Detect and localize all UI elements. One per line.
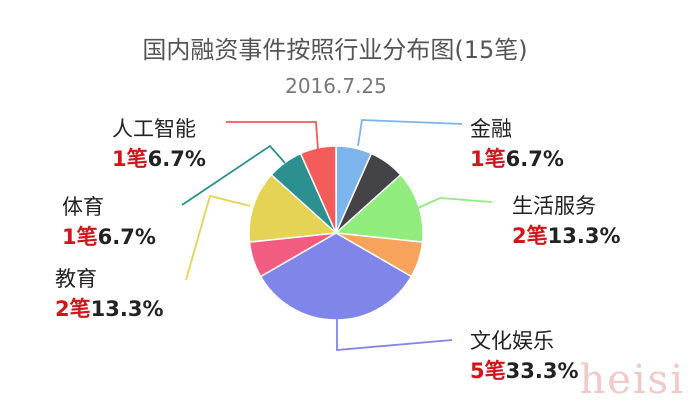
pie-slice <box>334 173 424 243</box>
chart-subtitle: 2016.7.25 <box>285 74 387 98</box>
chart-title: 国内融资事件按照行业分布图(15笔) <box>142 36 527 64</box>
slice-count: 2笔 <box>55 297 91 321</box>
label-connectors <box>181 119 493 351</box>
slice-label-value: 1笔6.7% <box>112 147 206 171</box>
slice-label-name: 金融 <box>470 117 512 141</box>
slice-percent: 13.3% <box>548 224 621 248</box>
slice-label-name: 文化娱乐 <box>470 329 554 353</box>
slice-label-name: 教育 <box>55 267 97 291</box>
watermark-text: heisi <box>579 357 685 403</box>
slice-percent: 6.7% <box>148 147 206 171</box>
slice-count: 2笔 <box>512 224 548 248</box>
slice-count: 1笔 <box>112 147 148 171</box>
slice-label-value: 2笔13.3% <box>512 224 620 248</box>
slice-count: 1笔 <box>62 225 98 249</box>
label-connector-line <box>181 144 286 206</box>
slice-label-value: 5笔33.3% <box>470 359 578 383</box>
slice-label-value: 1笔6.7% <box>62 225 156 249</box>
pie-slice <box>259 232 413 321</box>
slice-percent: 6.7% <box>506 147 564 171</box>
label-connector-line <box>185 194 251 281</box>
pie-slice <box>248 173 338 243</box>
slice-label-value: 1笔6.7% <box>470 147 564 171</box>
slice-label-name: 生活服务 <box>512 194 596 218</box>
pie-slices <box>248 145 424 321</box>
slice-label-name: 人工智能 <box>112 117 196 141</box>
slice-count: 1笔 <box>470 147 506 171</box>
label-connector-line <box>226 121 319 151</box>
slice-percent: 13.3% <box>91 297 164 321</box>
slice-label-name: 体育 <box>62 195 104 219</box>
slice-percent: 6.7% <box>98 225 156 249</box>
label-connector-line <box>417 197 493 209</box>
slice-labels: 金融1笔6.7%生活服务2笔13.3%文化娱乐5笔33.3%教育2笔13.3%体… <box>55 117 620 383</box>
label-connector-line <box>336 318 453 351</box>
slice-percent: 33.3% <box>506 359 579 383</box>
slice-count: 5笔 <box>470 359 506 383</box>
slice-label-value: 2笔13.3% <box>55 297 163 321</box>
label-connector-line <box>357 119 463 147</box>
